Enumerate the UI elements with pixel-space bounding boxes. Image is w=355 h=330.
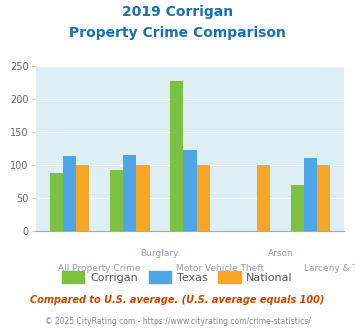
Bar (123, 155, 136, 231)
Text: Arson: Arson (267, 249, 293, 258)
Bar (304, 158, 317, 231)
Bar (183, 150, 197, 231)
Bar (197, 165, 210, 231)
Text: Larceny & Theft: Larceny & Theft (305, 264, 355, 273)
Text: All Property Crime: All Property Crime (58, 264, 141, 273)
Bar (63, 156, 76, 231)
Text: 2019 Corrigan: 2019 Corrigan (122, 5, 233, 19)
Legend: Corrigan, Texas, National: Corrigan, Texas, National (62, 271, 293, 283)
Bar (170, 81, 183, 231)
Bar (110, 170, 123, 231)
Text: Motor Vehicle Theft: Motor Vehicle Theft (176, 264, 264, 273)
Text: Burglary: Burglary (141, 249, 179, 258)
Bar (76, 165, 89, 231)
Bar (136, 165, 149, 231)
Bar (257, 165, 270, 231)
Bar (50, 173, 63, 231)
Text: Compared to U.S. average. (U.S. average equals 100): Compared to U.S. average. (U.S. average … (30, 295, 325, 305)
Bar (317, 165, 330, 231)
Text: Property Crime Comparison: Property Crime Comparison (69, 26, 286, 40)
Text: © 2025 CityRating.com - https://www.cityrating.com/crime-statistics/: © 2025 CityRating.com - https://www.city… (45, 317, 310, 326)
Bar (290, 185, 304, 231)
